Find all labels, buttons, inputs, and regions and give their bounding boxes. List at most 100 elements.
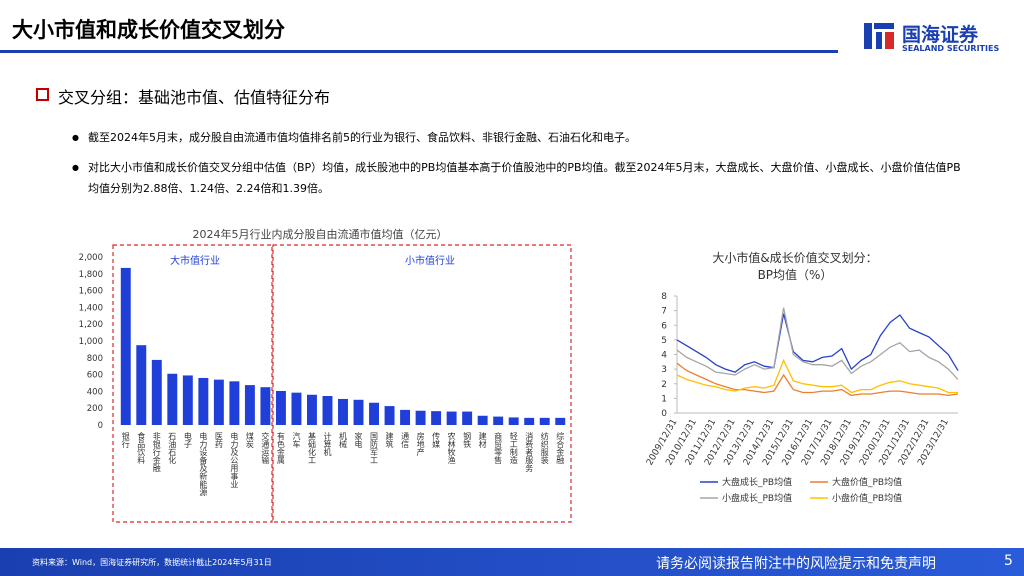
y-tick-label: 200 (87, 404, 103, 414)
bar (198, 377, 209, 425)
bar (555, 417, 566, 425)
x-tick-label: 综合金融 (556, 431, 565, 465)
x-tick-label: 电力及公用事业 (230, 431, 239, 488)
x-tick-label: 银行 (121, 431, 130, 449)
y-tick-label: 1,200 (79, 320, 103, 330)
bar (462, 411, 473, 425)
x-tick-label: 建材 (478, 431, 487, 448)
bar (275, 390, 286, 425)
logo-subtext: SEALAND SECURITIES (902, 44, 1000, 53)
y-tick-label: 7 (661, 307, 667, 317)
y-tick-label: 5 (661, 336, 667, 346)
bar (493, 416, 504, 425)
x-tick-label: 纺织服装 (540, 431, 549, 465)
x-tick-label: 钢铁 (463, 431, 472, 449)
y-tick-label: 1,000 (79, 337, 103, 347)
bar (415, 410, 426, 425)
chart-title: 2024年5月行业内成分股自由流通市值均值（亿元） (193, 227, 448, 241)
chart-title: 大小市值&成长价值交叉划分： (712, 250, 877, 265)
y-tick-label: 1,600 (79, 287, 103, 297)
bar (446, 411, 457, 425)
bar (338, 398, 348, 425)
bar (431, 411, 442, 425)
bar (477, 415, 488, 425)
bar (151, 359, 162, 425)
x-tick-label: 煤炭 (245, 431, 254, 449)
footer-bar (0, 548, 1024, 576)
y-tick-label: 4 (661, 351, 667, 361)
bar (539, 417, 550, 425)
bar (369, 402, 379, 425)
data-line (676, 313, 959, 373)
bullet-dot: ● (72, 163, 79, 172)
y-tick-label: 2,000 (79, 253, 103, 263)
bar (213, 379, 224, 425)
bar (400, 409, 411, 425)
source-note: 资料来源：Wind，国海证券研究所，数据统计截止2024年5月31日 (32, 558, 272, 567)
data-line (676, 362, 959, 397)
logo-icon (864, 23, 894, 49)
x-tick-label: 基础化工 (307, 431, 316, 464)
y-tick-label: 0 (98, 421, 103, 431)
x-tick-label: 交通运输 (261, 431, 270, 465)
bar (229, 381, 240, 425)
x-tick-label: 电力设备及新能源 (199, 431, 208, 497)
y-tick-label: 0 (661, 409, 667, 419)
data-line (676, 358, 958, 394)
x-tick-label: 汽车 (292, 431, 301, 449)
x-tick-label: 轻工制造 (509, 431, 518, 465)
annotation: 小市值行业 (405, 254, 455, 267)
charts: 2024年5月行业内成分股自由流通市值均值（亿元） 大市值行业 小市值行业 0 200 4… (79, 227, 959, 523)
y-tick-label: 1 (661, 394, 667, 404)
x-tick-label: 非银行金融 (152, 431, 161, 473)
bar (384, 406, 395, 425)
bullet-text: 对比大小市值和成长价值交叉分组中估值（BP）均值，成长股池中的PB均值基本高于价… (88, 161, 961, 195)
y-tick-label: 8 (661, 292, 667, 302)
x-tick-label: 医药 (214, 432, 223, 449)
x-tick-label: 建筑 (385, 431, 394, 449)
bar (260, 387, 271, 425)
heading-marker (36, 88, 49, 101)
x-tick-label: 电子 (183, 431, 192, 448)
bar (353, 399, 364, 425)
legend-label: 小盘成长_PB均值 (722, 492, 792, 504)
bar (244, 385, 255, 425)
y-tick-label: 1,800 (79, 270, 103, 280)
x-tick-label: 商贸零售 (494, 431, 503, 465)
x-tick-label: 通信 (401, 431, 410, 449)
x-tick-label: 房地产 (416, 431, 425, 457)
x-tick-label: 农林牧渔 (447, 431, 456, 464)
bar (136, 345, 147, 425)
bar (120, 267, 131, 425)
x-tick-label: 计算机 (323, 431, 332, 457)
x-tick-label: 传媒 (432, 431, 441, 449)
annotation: 大市值行业 (170, 254, 220, 267)
y-tick-label: 6 (661, 321, 667, 331)
y-tick-label: 2 (661, 380, 667, 390)
legend-label: 大盘价值_PB均值 (832, 476, 902, 488)
x-tick-label: 石油石化 (168, 432, 177, 465)
section-heading: 交叉分组：基础池市值、估值特征分布 (58, 88, 331, 107)
bullet-text: 截至2024年5月末，成分股自由流通市值均值排名前5的行业为银行、食品饮料、非银… (88, 131, 636, 144)
y-tick-label: 1,400 (79, 303, 103, 313)
y-tick-label: 3 (661, 365, 667, 375)
y-tick-label: 800 (87, 354, 103, 364)
legend-label: 小盘价值_PB均值 (832, 492, 902, 504)
page-number: 5 (1004, 553, 1013, 569)
bar (291, 392, 302, 425)
x-tick-label: 有色金属 (276, 431, 285, 465)
bar (167, 373, 178, 425)
y-tick-label: 600 (87, 371, 103, 381)
logo-text: 国海证券 (902, 24, 979, 46)
x-tick-label: 机械 (339, 431, 348, 449)
x-tick-label: 国防军工 (370, 432, 379, 464)
x-tick-label: 家电 (354, 431, 363, 448)
chart-subtitle: BP均值（%） (758, 267, 833, 282)
bar (524, 417, 535, 425)
x-tick-label: 消费者服务 (525, 431, 534, 473)
disclaimer: 请务必阅读报告附注中的风险提示和免责声明 (656, 556, 936, 572)
title-rule (0, 50, 838, 53)
y-tick-label: 400 (87, 387, 103, 397)
x-tick-label: 食品饮料 (137, 431, 146, 465)
bar (307, 394, 317, 425)
